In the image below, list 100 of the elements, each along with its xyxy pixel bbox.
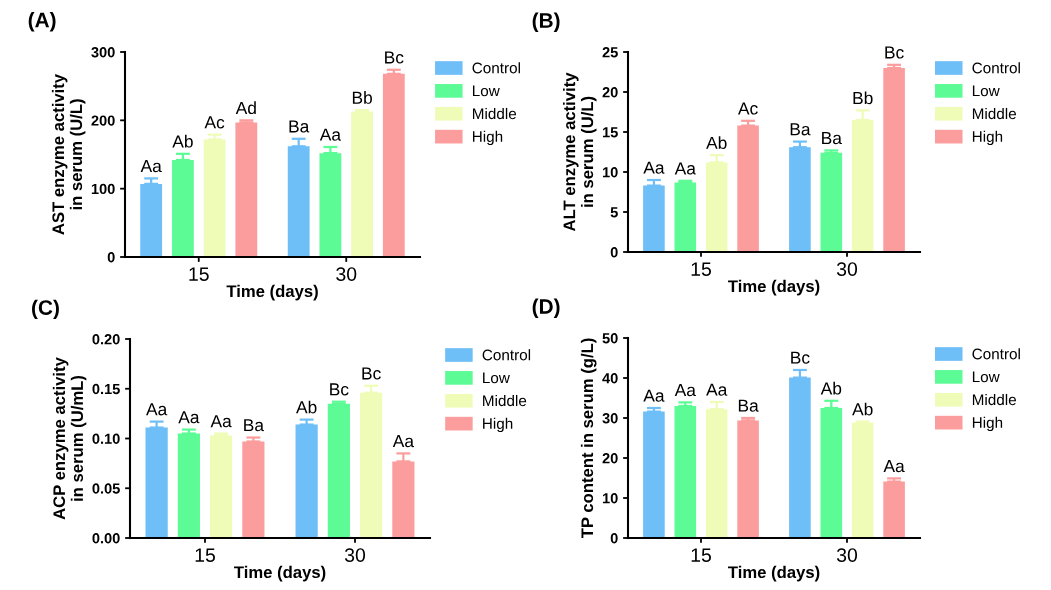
y-axis-title: ALT enzyme activity in serum (U/L)	[563, 72, 597, 232]
x-tick-label: 30	[836, 548, 858, 562]
bar	[705, 409, 728, 538]
legend-label: Low	[972, 85, 1000, 97]
y-tick-label: 20	[602, 453, 618, 464]
bar	[851, 120, 874, 252]
data-label: Aa	[706, 383, 728, 396]
y-tick-label: 15	[602, 127, 618, 138]
bar	[789, 377, 811, 538]
y-tick-label: 10	[602, 493, 618, 504]
y-tick-label: 0	[107, 252, 115, 263]
x-axis-title: Time (days)	[234, 565, 326, 582]
data-label: Bc	[791, 351, 810, 364]
bar	[295, 424, 318, 538]
bar	[242, 441, 265, 538]
bar	[382, 73, 405, 257]
legend-label: Middle	[972, 107, 1016, 120]
data-label: Bb	[853, 91, 873, 105]
y-tick-label: 25	[602, 47, 618, 58]
bar	[319, 153, 342, 257]
x-tick-label: 15	[195, 548, 215, 562]
data-label: Aa	[178, 411, 200, 424]
bar	[643, 411, 665, 538]
data-label: Ba	[738, 399, 759, 412]
x-tick-label: 30	[836, 262, 858, 276]
y-tick-label: 0.05	[92, 483, 120, 494]
data-label: Aa	[392, 435, 414, 448]
y-tick-label: 5	[610, 207, 618, 218]
y-axis-title: TP content in serum (g/L)	[580, 338, 597, 539]
chart-title: (A)	[28, 12, 56, 32]
legend-label: Control	[472, 62, 520, 74]
bar	[643, 185, 665, 252]
legend-label: Control	[972, 348, 1020, 360]
bar	[140, 183, 163, 257]
y-tick-label: 300	[91, 47, 115, 58]
bar	[351, 111, 374, 257]
bar	[820, 408, 843, 538]
bar	[171, 159, 194, 257]
legend-label: Low	[472, 85, 500, 97]
bar	[674, 182, 697, 252]
y-tick-label: 0.20	[92, 334, 120, 345]
bar	[203, 139, 226, 257]
data-label: Ab	[296, 400, 317, 414]
x-tick-label: 15	[189, 267, 209, 281]
y-tick-label: 10	[602, 167, 618, 178]
bar	[705, 162, 728, 252]
data-label: Bc	[885, 46, 904, 59]
legend-label: Middle	[972, 393, 1016, 406]
x-axis-title: Time (days)	[728, 565, 820, 582]
bar	[883, 68, 905, 252]
legend-label: High	[483, 417, 513, 433]
data-label: Ba	[790, 123, 811, 136]
bar	[737, 125, 759, 252]
y-tick-label: 100	[91, 183, 115, 195]
legend-label: Control	[482, 349, 531, 361]
y-axis-title: ACP enzyme activity in serum (U/mL)	[52, 357, 87, 520]
legend-label: High	[972, 416, 1003, 432]
bar	[789, 147, 811, 252]
bar	[820, 152, 843, 252]
data-label: Aa	[674, 384, 696, 397]
data-label: Ba	[822, 132, 842, 145]
y-tick-label: 200	[91, 115, 115, 126]
y-tick-label: 40	[602, 373, 618, 384]
x-tick-label: 15	[691, 262, 711, 276]
bar	[235, 122, 258, 257]
data-label: Ad	[235, 101, 256, 115]
bar	[360, 392, 383, 538]
legend-label: Middle	[483, 394, 527, 407]
y-tick-label: 20	[602, 87, 618, 98]
bar	[210, 435, 233, 538]
x-tick-label: 30	[336, 267, 357, 281]
legend-label: Middle	[472, 107, 517, 120]
data-label: Bc	[385, 51, 404, 64]
data-label: Aa	[674, 162, 696, 175]
data-label: Ab	[172, 134, 193, 148]
y-tick-label: 50	[602, 333, 618, 344]
data-label: Aa	[319, 128, 342, 141]
legend-label: High	[472, 130, 503, 146]
bar	[737, 420, 759, 538]
y-tick-label: 0	[610, 247, 618, 258]
data-label: Ba	[244, 419, 264, 432]
bar	[177, 433, 200, 538]
legend-label: Low	[483, 372, 510, 384]
y-tick-label: 0.15	[92, 383, 120, 395]
data-label: Ac	[737, 102, 758, 115]
legend-label: High	[972, 130, 1003, 146]
chart-title: (D)	[532, 298, 560, 318]
chart-title: (B)	[532, 12, 560, 32]
data-label: Ab	[706, 136, 727, 149]
x-tick-label: 30	[344, 548, 366, 562]
y-tick-label: 30	[602, 413, 618, 424]
y-axis-title: AST enzyme activity in serum (U/L)	[51, 74, 86, 235]
x-tick-label: 15	[691, 548, 711, 562]
data-label: Aa	[883, 460, 905, 473]
y-tick-label: 0	[610, 533, 618, 544]
legend-label: Control	[972, 62, 1020, 74]
data-label: Bc	[362, 367, 381, 380]
data-label: Ac	[204, 116, 225, 129]
data-label: Aa	[146, 403, 168, 416]
bar	[287, 146, 310, 257]
